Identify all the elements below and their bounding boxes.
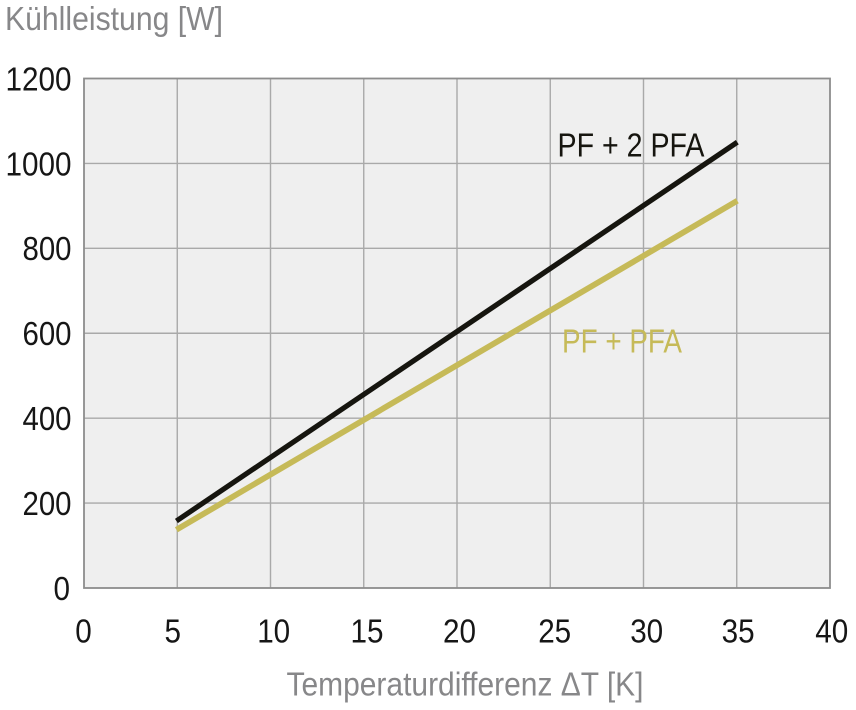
svg-text:PF + 2 PFA: PF + 2 PFA (558, 127, 705, 164)
svg-text:35: 35 (722, 613, 755, 650)
svg-text:PF + PFA: PF + PFA (562, 323, 682, 360)
svg-text:25: 25 (538, 613, 571, 650)
svg-text:Temperaturdifferenz ΔT [K]: Temperaturdifferenz ΔT [K] (287, 666, 644, 703)
svg-text:20: 20 (443, 613, 476, 650)
svg-text:200: 200 (23, 485, 72, 522)
svg-text:30: 30 (630, 613, 663, 650)
svg-text:15: 15 (351, 613, 384, 650)
svg-text:1200: 1200 (6, 60, 72, 97)
svg-text:600: 600 (23, 315, 72, 352)
svg-text:800: 800 (23, 230, 72, 267)
svg-text:0: 0 (54, 570, 71, 607)
svg-text:10: 10 (257, 613, 290, 650)
svg-text:400: 400 (23, 400, 72, 437)
svg-text:1000: 1000 (6, 145, 72, 182)
svg-text:40: 40 (815, 613, 848, 650)
svg-text:Kühlleistung [W]: Kühlleistung [W] (5, 0, 223, 37)
svg-text:0: 0 (75, 613, 92, 650)
svg-text:5: 5 (164, 613, 181, 650)
